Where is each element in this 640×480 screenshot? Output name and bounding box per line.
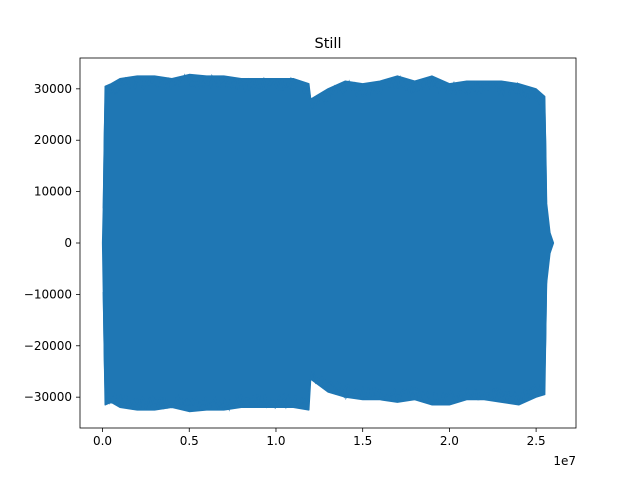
y-tick-label: −10000	[24, 287, 72, 301]
y-tick-label: 10000	[34, 185, 72, 199]
y-tick-label: −20000	[24, 339, 72, 353]
x-offset-label: 1e7	[553, 454, 576, 468]
plot-area	[101, 73, 555, 413]
y-tick-label: 0	[64, 236, 72, 250]
chart-title: Still	[315, 36, 342, 52]
x-tick-label: 0.5	[180, 434, 199, 448]
series-0-upper-peaks	[102, 73, 548, 209]
x-tick-label: 0.0	[93, 434, 112, 448]
y-axis: −30000 −20000 −10000 0 10000 20000 30000	[24, 82, 80, 404]
y-tick-label: 20000	[34, 133, 72, 147]
y-tick-label: −30000	[24, 390, 72, 404]
x-tick-label: 1.5	[353, 434, 372, 448]
axes-frame	[79, 57, 577, 429]
series-0-waveform	[101, 73, 555, 413]
x-tick-label: 2.5	[527, 434, 546, 448]
y-tick-label: 30000	[34, 82, 72, 96]
x-axis: 0.0 0.5 1.0 1.5 2.0 2.5	[93, 428, 546, 448]
x-tick-label: 2.0	[440, 434, 459, 448]
series-0-lower-peaks	[102, 281, 548, 412]
x-tick-label: 1.0	[266, 434, 285, 448]
